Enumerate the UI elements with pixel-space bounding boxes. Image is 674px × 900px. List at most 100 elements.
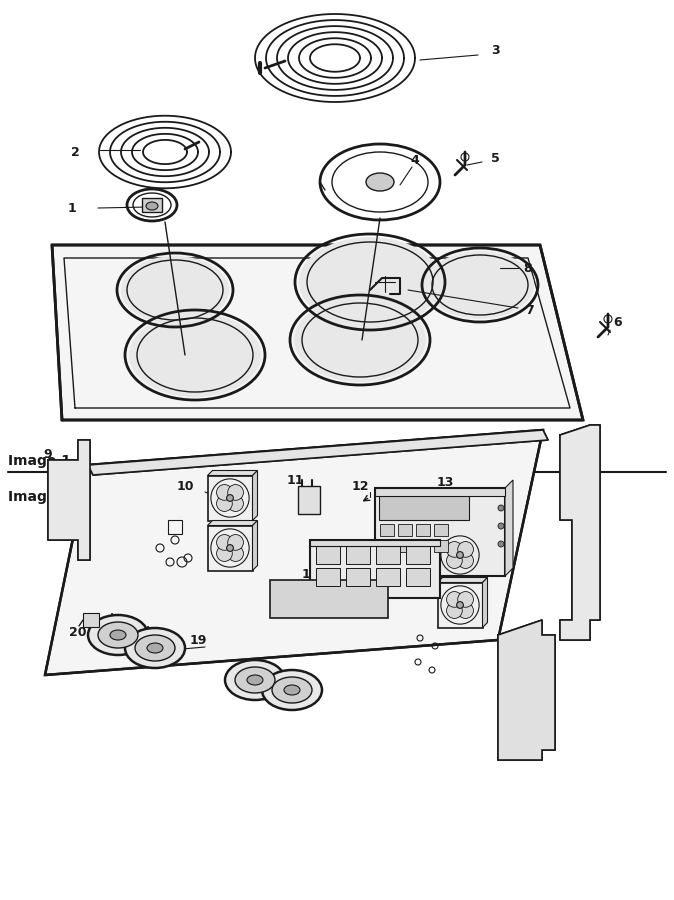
- Bar: [208, 526, 253, 571]
- Ellipse shape: [147, 643, 163, 653]
- Bar: [346, 568, 370, 586]
- Bar: [437, 582, 483, 627]
- Bar: [375, 488, 505, 576]
- Bar: [406, 568, 430, 586]
- Ellipse shape: [228, 535, 243, 550]
- Polygon shape: [498, 620, 555, 760]
- Bar: [83, 613, 99, 627]
- Polygon shape: [483, 578, 487, 627]
- Ellipse shape: [299, 237, 441, 327]
- Bar: [316, 546, 340, 564]
- Ellipse shape: [247, 675, 263, 685]
- Bar: [376, 568, 400, 586]
- Ellipse shape: [447, 542, 462, 557]
- Bar: [416, 540, 430, 552]
- Polygon shape: [253, 520, 257, 571]
- Ellipse shape: [456, 552, 464, 558]
- Bar: [437, 533, 483, 578]
- Text: 20: 20: [69, 626, 87, 638]
- Ellipse shape: [216, 496, 233, 511]
- Ellipse shape: [225, 660, 285, 700]
- Polygon shape: [483, 527, 487, 578]
- Text: 15: 15: [521, 626, 539, 638]
- Ellipse shape: [216, 535, 233, 550]
- Ellipse shape: [228, 545, 243, 562]
- Ellipse shape: [447, 553, 462, 569]
- Ellipse shape: [262, 670, 322, 710]
- Ellipse shape: [110, 630, 126, 640]
- Bar: [398, 524, 412, 536]
- Ellipse shape: [426, 251, 534, 319]
- Ellipse shape: [125, 628, 185, 668]
- Ellipse shape: [226, 544, 233, 552]
- Bar: [310, 540, 440, 546]
- Bar: [376, 546, 400, 564]
- Text: 7: 7: [526, 303, 534, 317]
- Polygon shape: [208, 471, 257, 475]
- Ellipse shape: [447, 591, 462, 608]
- Text: 5: 5: [491, 151, 499, 165]
- Text: 8: 8: [524, 262, 532, 274]
- Text: 4: 4: [410, 154, 419, 166]
- Bar: [270, 580, 388, 618]
- Bar: [434, 524, 448, 536]
- Ellipse shape: [458, 542, 473, 557]
- Text: 3: 3: [491, 43, 499, 57]
- Ellipse shape: [458, 603, 473, 618]
- Ellipse shape: [129, 313, 261, 397]
- Text: 18: 18: [301, 569, 319, 581]
- Bar: [375, 488, 505, 496]
- Text: 13: 13: [436, 475, 454, 489]
- Circle shape: [498, 523, 504, 529]
- Polygon shape: [437, 527, 487, 533]
- Ellipse shape: [456, 601, 464, 608]
- Circle shape: [498, 505, 504, 511]
- Ellipse shape: [458, 553, 473, 569]
- Ellipse shape: [284, 685, 300, 695]
- Polygon shape: [45, 430, 543, 675]
- Bar: [298, 486, 320, 514]
- Ellipse shape: [88, 615, 148, 655]
- Ellipse shape: [121, 256, 229, 324]
- Polygon shape: [437, 578, 487, 582]
- Ellipse shape: [235, 667, 275, 693]
- Ellipse shape: [216, 545, 233, 562]
- Ellipse shape: [294, 298, 426, 382]
- Polygon shape: [48, 440, 90, 560]
- Ellipse shape: [447, 603, 462, 618]
- Circle shape: [498, 541, 504, 547]
- Ellipse shape: [228, 496, 243, 511]
- Text: 1: 1: [67, 202, 76, 214]
- Text: Image 2: Image 2: [8, 490, 71, 504]
- Text: 14: 14: [481, 536, 499, 548]
- Bar: [168, 520, 182, 534]
- Bar: [379, 492, 469, 520]
- Text: 17: 17: [233, 673, 251, 687]
- Ellipse shape: [272, 677, 312, 703]
- Ellipse shape: [458, 591, 473, 608]
- Bar: [380, 524, 394, 536]
- Polygon shape: [505, 480, 513, 576]
- Ellipse shape: [135, 635, 175, 661]
- Bar: [398, 540, 412, 552]
- Text: 9: 9: [44, 447, 53, 461]
- Bar: [380, 540, 394, 552]
- Ellipse shape: [228, 484, 243, 500]
- Text: 10: 10: [176, 481, 193, 493]
- Bar: [208, 475, 253, 520]
- Text: 12: 12: [351, 481, 369, 493]
- Bar: [316, 568, 340, 586]
- Ellipse shape: [226, 495, 233, 501]
- Polygon shape: [208, 520, 257, 526]
- Polygon shape: [253, 471, 257, 520]
- Polygon shape: [52, 245, 583, 420]
- Bar: [346, 546, 370, 564]
- Bar: [416, 524, 430, 536]
- Text: 16: 16: [561, 622, 579, 634]
- Text: 11: 11: [286, 473, 304, 487]
- Ellipse shape: [146, 202, 158, 210]
- Text: Image 1: Image 1: [8, 454, 71, 468]
- Polygon shape: [88, 430, 548, 475]
- Text: 6: 6: [614, 316, 622, 328]
- Ellipse shape: [98, 622, 138, 648]
